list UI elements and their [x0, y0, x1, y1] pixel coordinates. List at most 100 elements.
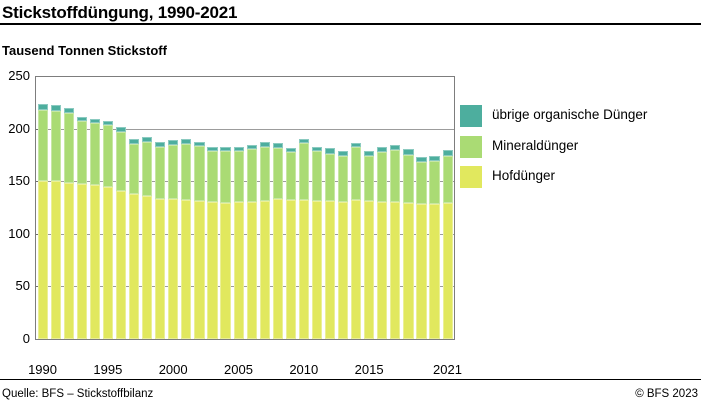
gridline-50 — [36, 286, 454, 288]
bar-segment-2007-mineralduenger — [259, 147, 270, 201]
bar-segment-1994-mineralduenger — [89, 123, 100, 185]
bar-segment-1990-mineralduenger — [37, 109, 48, 181]
bar-segment-1996-hofduenger — [115, 191, 127, 339]
x-axis-label-1990: 1990 — [28, 362, 57, 377]
bar-segment-1998-uebrige-organische-duenger — [142, 136, 153, 142]
bar-segment-2004-hofduenger — [220, 202, 231, 339]
x-axis-label-1995: 1995 — [93, 362, 123, 377]
bar-segment-1993-uebrige-organische-duenger — [76, 116, 87, 122]
bar-segment-1995-hofduenger — [102, 187, 114, 339]
bar-segment-1994-hofduenger — [89, 184, 100, 339]
bar-segment-2014-mineralduenger — [351, 147, 362, 200]
axis-unit-label: Tausend Tonnen Stickstoff — [2, 43, 167, 58]
bar-segment-2008-uebrige-organische-duenger — [272, 143, 283, 149]
bar-segment-2004-uebrige-organische-duenger — [220, 147, 231, 152]
bar-segment-1991-mineralduenger — [50, 110, 61, 181]
bar-segment-1992-mineralduenger — [63, 112, 74, 183]
bar-segment-2010-mineralduenger — [298, 143, 309, 200]
legend-label: Mineraldünger — [492, 138, 579, 153]
bar-segment-2001-hofduenger — [181, 199, 192, 339]
bar-segment-2020-hofduenger — [429, 203, 440, 339]
bar-segment-2009-uebrige-organische-duenger — [285, 148, 296, 153]
y-axis-label-200: 200 — [8, 120, 30, 136]
bar-segment-2012-mineralduenger — [324, 153, 336, 201]
bar-segment-1998-hofduenger — [142, 196, 153, 339]
bar-segment-2011-uebrige-organische-duenger — [311, 147, 323, 152]
bar-segment-2020-uebrige-organische-duenger — [429, 155, 440, 161]
bar-segment-2010-uebrige-organische-duenger — [298, 138, 309, 144]
bar-segment-2008-mineralduenger — [272, 148, 283, 199]
bar-segment-2007-hofduenger — [259, 200, 270, 339]
plot-region — [36, 77, 454, 339]
legend-label: übrige organische Dünger — [492, 107, 648, 122]
bar-segment-2012-uebrige-organische-duenger — [324, 148, 336, 154]
bar-segment-2006-uebrige-organische-duenger — [246, 145, 257, 150]
bar-segment-1993-hofduenger — [76, 183, 87, 339]
legend-swatch-hofduenger — [460, 166, 482, 188]
bar-segment-2000-uebrige-organische-duenger — [168, 139, 179, 146]
bar-segment-2021-uebrige-organische-duenger — [442, 150, 453, 156]
bar-segment-2015-uebrige-organische-duenger — [364, 151, 375, 156]
bar-segment-2017-uebrige-organische-duenger — [390, 145, 401, 151]
x-axis-label-2010: 2010 — [289, 362, 319, 377]
bar-segment-1996-mineralduenger — [115, 131, 127, 192]
x-axis-label-2000: 2000 — [158, 362, 188, 377]
bar-segment-2011-mineralduenger — [311, 151, 323, 201]
bar-segment-2019-uebrige-organische-duenger — [416, 156, 427, 162]
bar-segment-1997-uebrige-organische-duenger — [129, 138, 140, 145]
bar-segment-2002-uebrige-organische-duenger — [194, 141, 205, 147]
y-axis-label-50: 50 — [15, 278, 30, 294]
bar-segment-2017-hofduenger — [390, 201, 401, 339]
bar-segment-2005-hofduenger — [233, 201, 244, 339]
source-note: Quelle: BFS – Stickstoffbilanz — [2, 388, 154, 400]
bar-segment-2003-mineralduenger — [207, 151, 218, 202]
x-axis-label-2015: 2015 — [354, 362, 384, 377]
legend-label: Hofdünger — [492, 168, 556, 183]
bar-segment-2016-uebrige-organische-duenger — [377, 147, 388, 153]
bar-segment-2018-uebrige-organische-duenger — [403, 149, 414, 155]
bar-segment-1991-hofduenger — [50, 180, 61, 339]
bar-segment-1990-uebrige-organische-duenger — [37, 104, 48, 110]
y-axis-label-150: 150 — [8, 173, 30, 189]
bar-segment-2012-hofduenger — [324, 200, 336, 339]
bar-segment-2002-mineralduenger — [194, 146, 205, 201]
footer-divider — [0, 379, 701, 380]
bar-segment-1990-hofduenger — [37, 180, 48, 339]
bar-segment-1997-mineralduenger — [129, 144, 140, 195]
gridline-150 — [36, 181, 454, 183]
bar-segment-2010-hofduenger — [298, 199, 309, 339]
plot-frame — [35, 76, 455, 340]
chart-area: 0 50 100 150 200 250 1990 1995 2000 2005 2010 2015… — [0, 60, 701, 377]
bar-segment-2016-hofduenger — [377, 201, 388, 339]
x-axis-label-2021: 2021 — [433, 362, 462, 377]
bar-segment-2019-hofduenger — [416, 203, 427, 339]
bar-segment-2015-mineralduenger — [364, 155, 375, 201]
bar-segment-2005-uebrige-organische-duenger — [233, 147, 244, 152]
bar-segment-2008-hofduenger — [272, 198, 283, 339]
legend-swatch-mineralduenger — [460, 136, 482, 158]
bar-segment-2007-uebrige-organische-duenger — [259, 141, 270, 148]
bar-segment-1999-uebrige-organische-duenger — [155, 141, 166, 148]
bar-segment-2018-hofduenger — [403, 202, 414, 339]
bar-segment-2001-mineralduenger — [181, 144, 192, 200]
y-axis-label-100: 100 — [8, 225, 30, 241]
bar-segment-2021-mineralduenger — [442, 155, 453, 203]
bar-segment-1993-mineralduenger — [76, 121, 87, 184]
bar-segment-1997-hofduenger — [129, 194, 140, 339]
bar-segment-2016-mineralduenger — [377, 152, 388, 202]
bar-segment-2014-uebrige-organische-duenger — [351, 143, 362, 148]
y-axis-label-250: 250 — [8, 68, 30, 83]
bar-segment-2013-uebrige-organische-duenger — [338, 151, 349, 156]
bar-segment-1992-uebrige-organische-duenger — [63, 108, 74, 113]
bar-segment-2015-hofduenger — [364, 200, 375, 339]
bar-segment-2009-hofduenger — [285, 199, 296, 339]
bar-segment-2002-hofduenger — [194, 200, 205, 339]
bar-segment-1991-uebrige-organische-duenger — [50, 105, 61, 111]
bar-segment-2004-mineralduenger — [220, 151, 231, 203]
bar-segment-1996-uebrige-organische-duenger — [115, 127, 127, 132]
x-axis-label-2005: 2005 — [224, 362, 253, 377]
y-axis-label-0: 0 — [22, 331, 30, 346]
copyright-note: © BFS 2023 — [635, 388, 698, 400]
bar-segment-1999-hofduenger — [155, 198, 166, 339]
